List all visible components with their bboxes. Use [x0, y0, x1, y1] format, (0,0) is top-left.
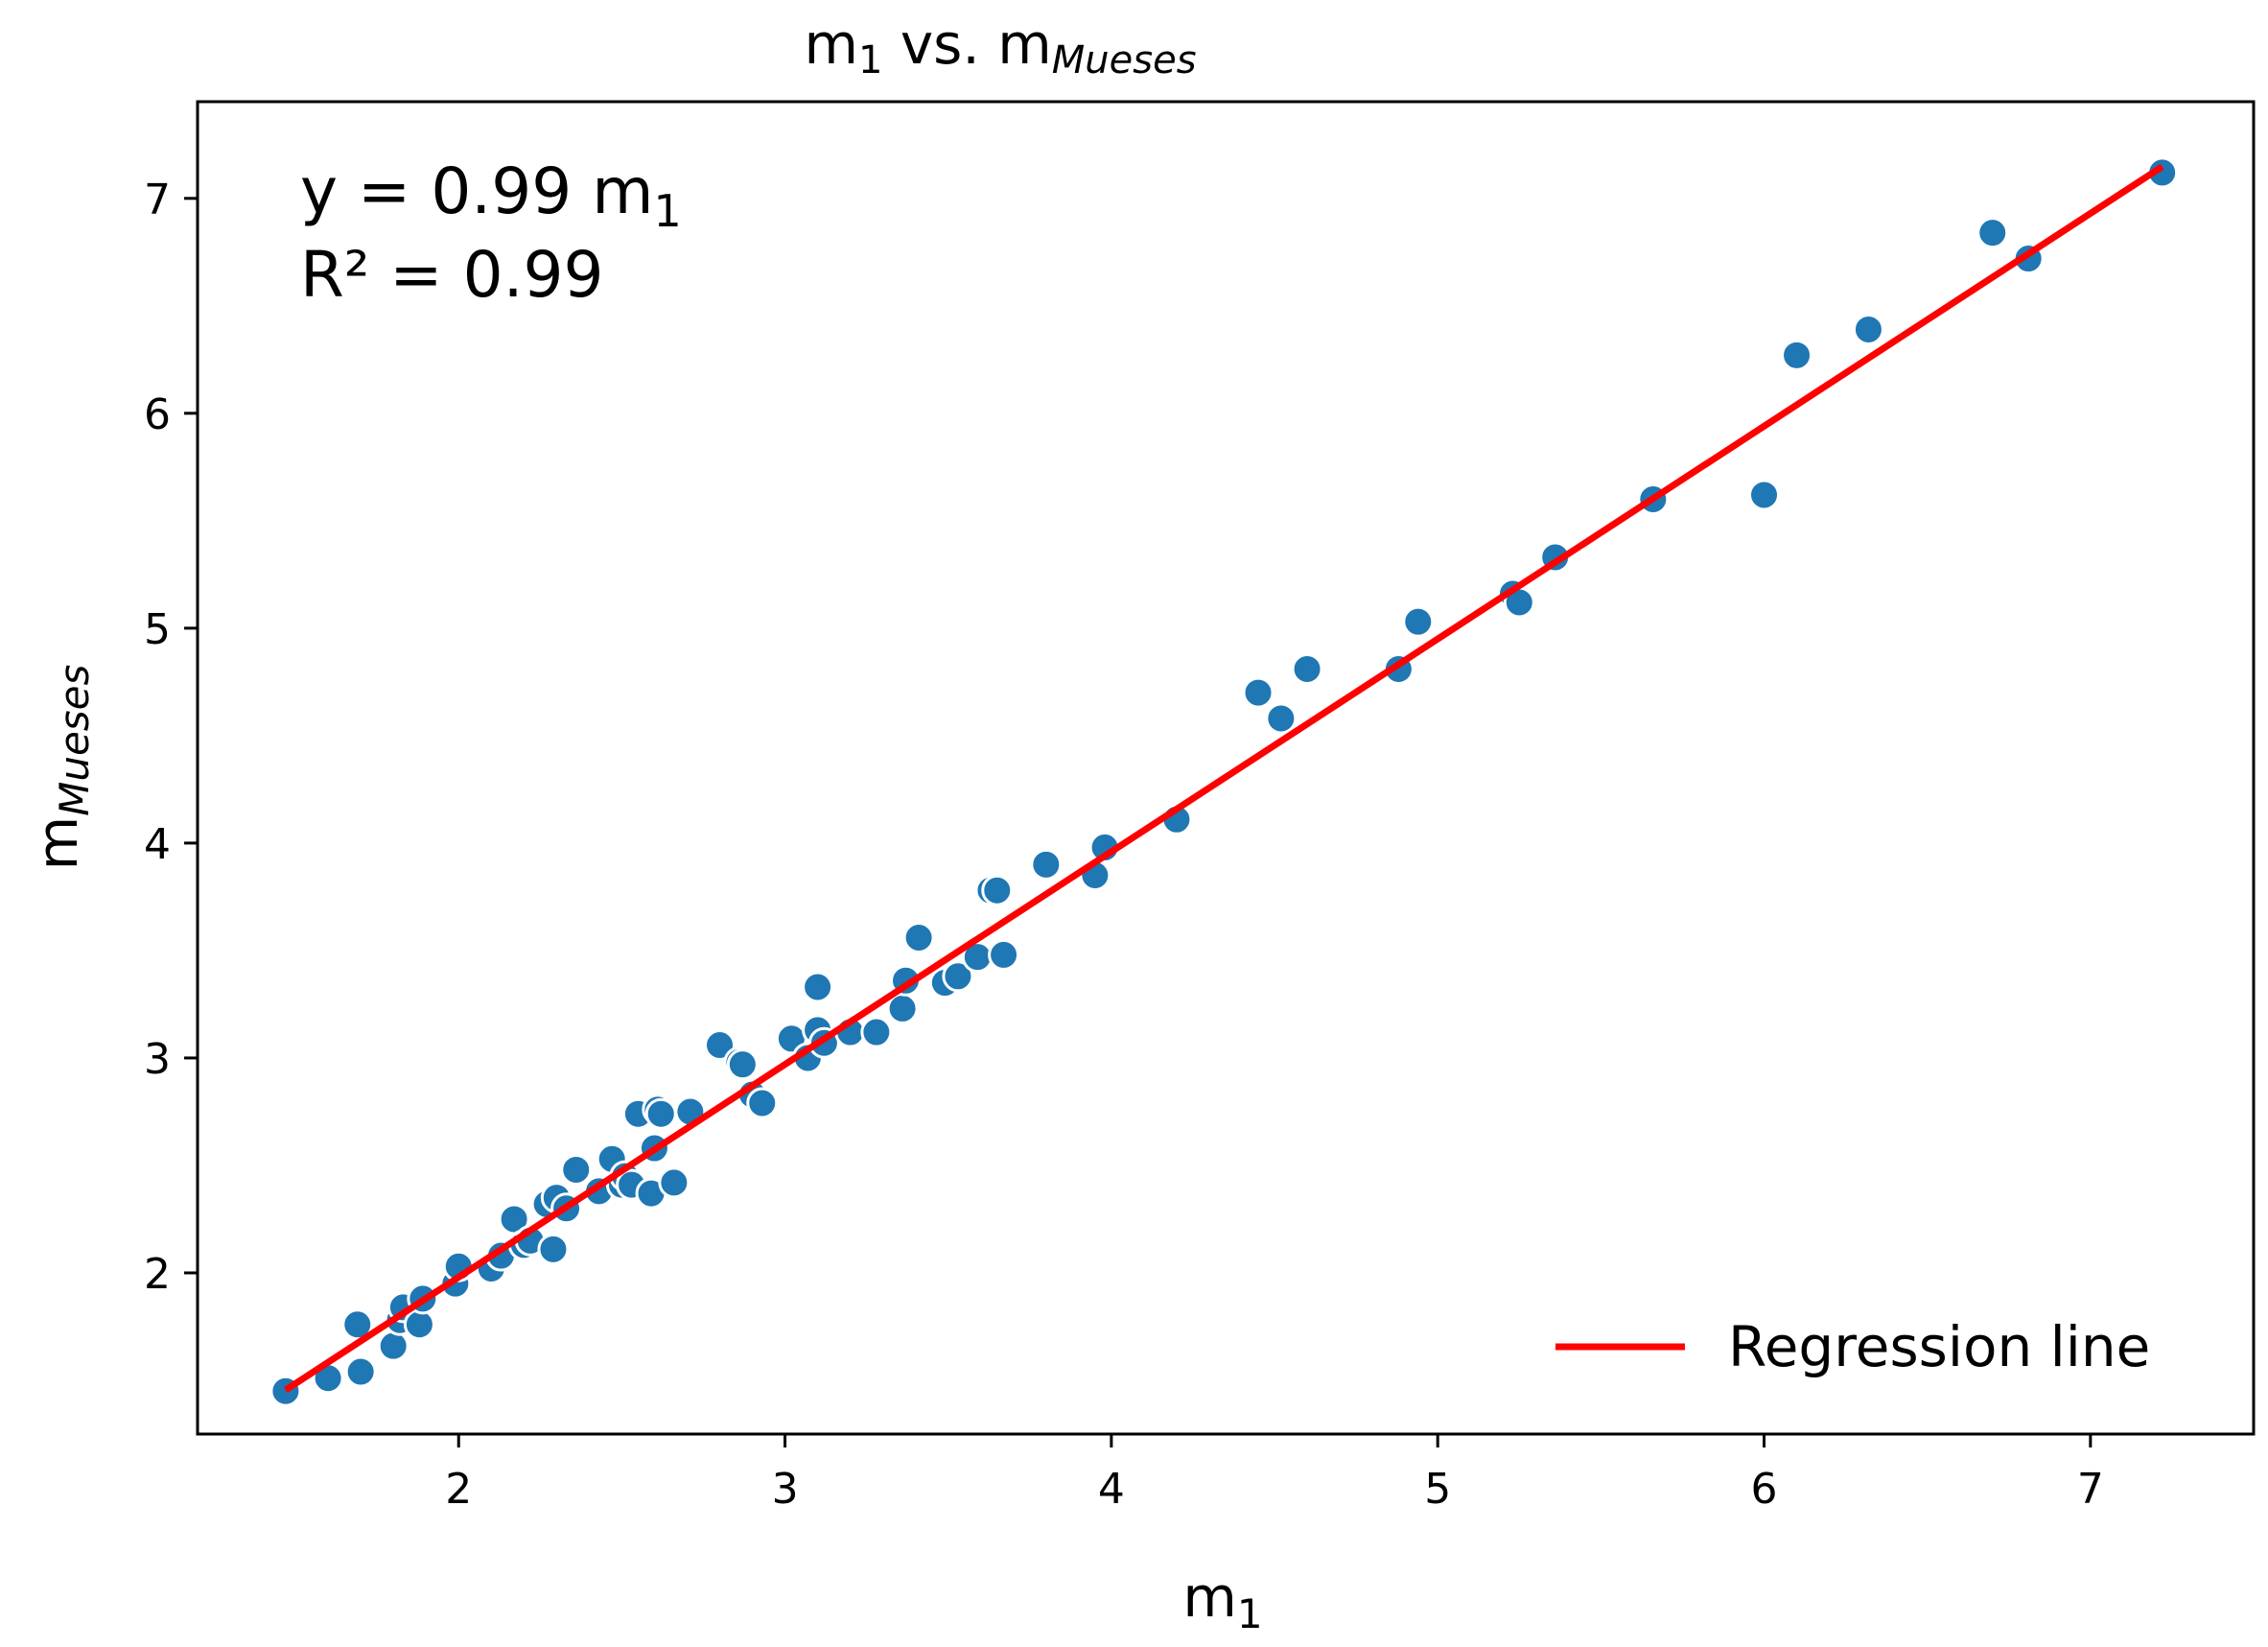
data-point	[1781, 339, 1813, 371]
data-point	[886, 992, 919, 1024]
x-axis-title-main: m	[1182, 1565, 1237, 1630]
data-point	[1852, 313, 1884, 345]
data-point	[981, 874, 1014, 906]
chart-title-mid: vs. m	[882, 12, 1051, 77]
equation-main: y = 0.99 m	[300, 154, 654, 228]
y-tick-label: 4	[144, 820, 171, 869]
y-axis-title-main: m	[25, 816, 90, 871]
data-point	[1030, 848, 1063, 881]
legend-label: Regression line	[1728, 1314, 2150, 1379]
data-point	[658, 1166, 690, 1199]
data-point	[1242, 676, 1274, 709]
chart-title-sub2: Mueses	[1052, 38, 1197, 82]
x-tick-label: 7	[2077, 1465, 2104, 1514]
y-axis-title-sub: Mueses	[51, 665, 98, 816]
data-point	[902, 921, 935, 953]
data-point	[746, 1087, 779, 1119]
r-squared-label: R² = 0.99	[300, 238, 604, 312]
data-point	[644, 1097, 677, 1130]
equation-sub: 1	[654, 185, 682, 237]
x-tick-label: 3	[772, 1465, 799, 1514]
regression-equation: y = 0.99 m1	[300, 154, 682, 237]
data-point	[1748, 479, 1781, 511]
data-point	[537, 1233, 570, 1265]
chart-title-main: m	[804, 12, 858, 77]
x-tick-label: 5	[1424, 1465, 1451, 1514]
y-tick-label: 6	[144, 390, 171, 439]
data-point	[704, 1029, 737, 1062]
data-point	[1291, 652, 1323, 685]
chart-title-sub1: 1	[858, 38, 882, 82]
regression-line	[283, 163, 2164, 1393]
x-tick-label: 4	[1098, 1465, 1125, 1514]
chart-title: m1 vs. mMueses	[804, 12, 1196, 82]
data-point	[942, 960, 974, 993]
data-point	[1265, 702, 1298, 735]
y-tick-label: 5	[144, 605, 171, 654]
y-tick-label: 2	[144, 1250, 171, 1299]
data-point	[860, 1016, 893, 1048]
data-point	[403, 1308, 435, 1341]
y-axis: 2 3 4 5 6 7	[144, 176, 198, 1299]
data-point	[1976, 217, 2009, 249]
data-point	[341, 1308, 374, 1341]
data-point	[988, 938, 1020, 971]
data-point	[377, 1329, 409, 1362]
data-point	[726, 1048, 759, 1081]
x-tick-label: 6	[1751, 1465, 1778, 1514]
x-axis: 2 3 4 5 6 7	[445, 1434, 2104, 1514]
data-point	[1402, 605, 1435, 638]
legend: Regression line	[1555, 1314, 2150, 1379]
y-tick-label: 3	[144, 1035, 171, 1084]
y-axis-title: mMueses	[25, 665, 98, 871]
x-axis-title: m1	[1182, 1565, 1262, 1637]
y-tick-label: 7	[144, 176, 171, 224]
data-point	[802, 971, 834, 1003]
data-point	[344, 1355, 377, 1388]
data-point	[560, 1153, 593, 1186]
x-tick-label: 2	[445, 1465, 472, 1514]
x-axis-title-sub: 1	[1237, 1590, 1263, 1637]
